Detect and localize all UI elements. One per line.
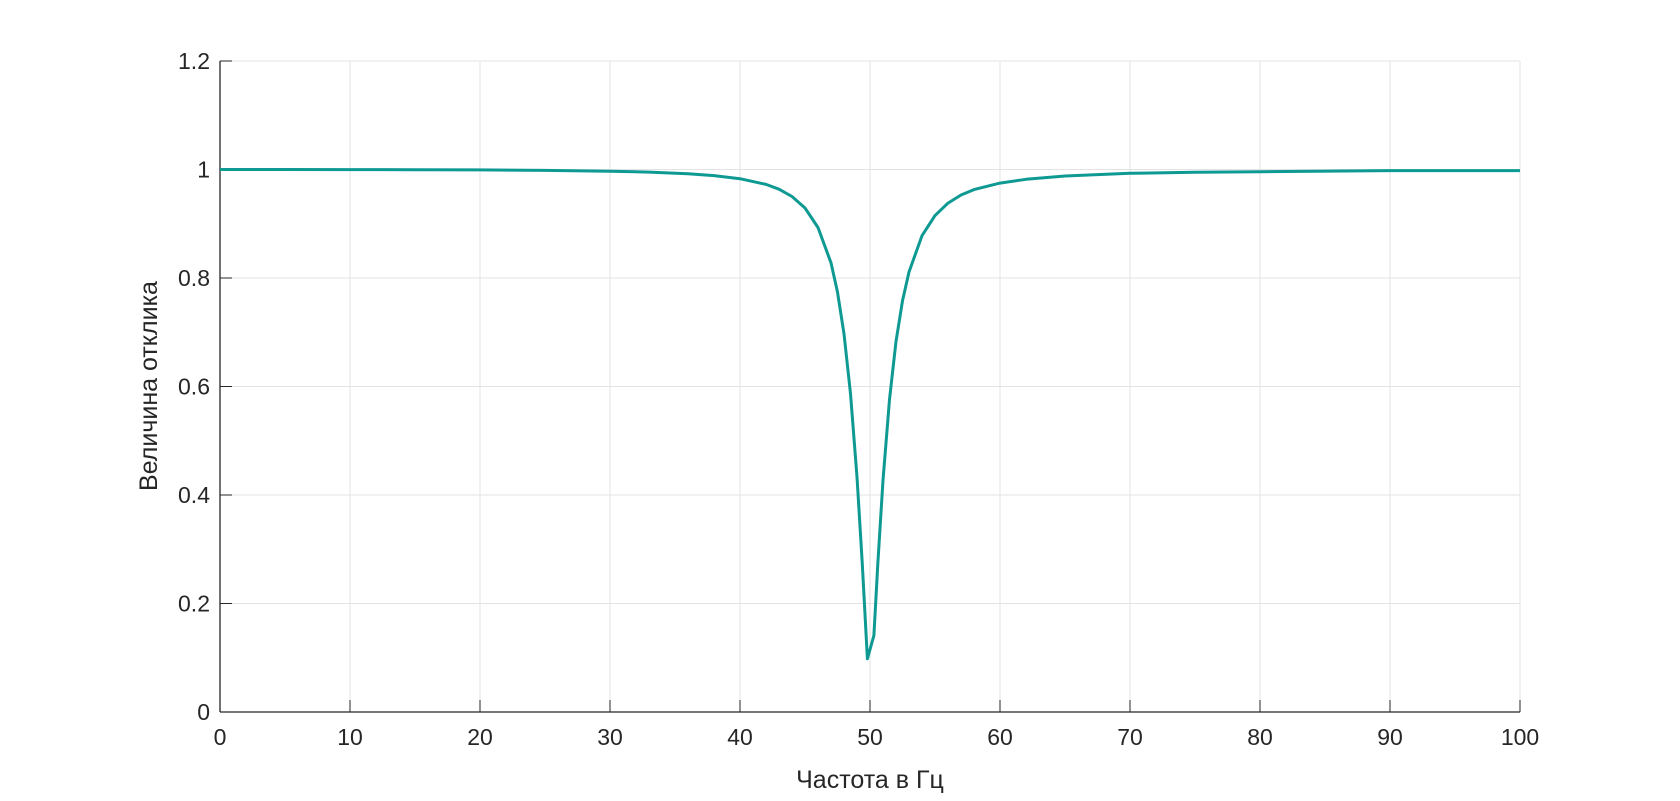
x-tick-label: 0 bbox=[214, 724, 227, 750]
x-tick-label: 20 bbox=[467, 724, 493, 750]
y-axis-label: Величина отклика bbox=[135, 281, 163, 491]
x-tick-label: 40 bbox=[727, 724, 753, 750]
tick-labels: 0 10 20 30 40 50 60 70 80 90 100 0 0.2 0.4 0.6 0.8 1 1.2 bbox=[178, 48, 1539, 750]
y-tick-label: 0.8 bbox=[178, 265, 210, 291]
y-tick-label: 0.2 bbox=[178, 591, 210, 617]
response-line bbox=[220, 168, 1520, 661]
y-tick-label: 0 bbox=[197, 699, 210, 725]
x-tick-label: 10 bbox=[337, 724, 363, 750]
x-tick-label: 90 bbox=[1377, 724, 1403, 750]
x-tick-label: 80 bbox=[1247, 724, 1273, 750]
x-tick-label: 30 bbox=[597, 724, 623, 750]
y-tick-label: 0.6 bbox=[178, 374, 210, 400]
x-tick-label: 50 bbox=[857, 724, 883, 750]
grid bbox=[219, 60, 1521, 713]
x-axis-label: Частота в Гц bbox=[796, 766, 944, 794]
x-tick-label: 70 bbox=[1117, 724, 1143, 750]
x-tick-label: 100 bbox=[1501, 724, 1539, 750]
x-tick-label: 60 bbox=[987, 724, 1013, 750]
series bbox=[220, 168, 1520, 661]
y-tick-label: 0.4 bbox=[178, 482, 210, 508]
y-tick-label: 1 bbox=[197, 157, 210, 183]
y-tick-label: 1.2 bbox=[178, 48, 210, 74]
